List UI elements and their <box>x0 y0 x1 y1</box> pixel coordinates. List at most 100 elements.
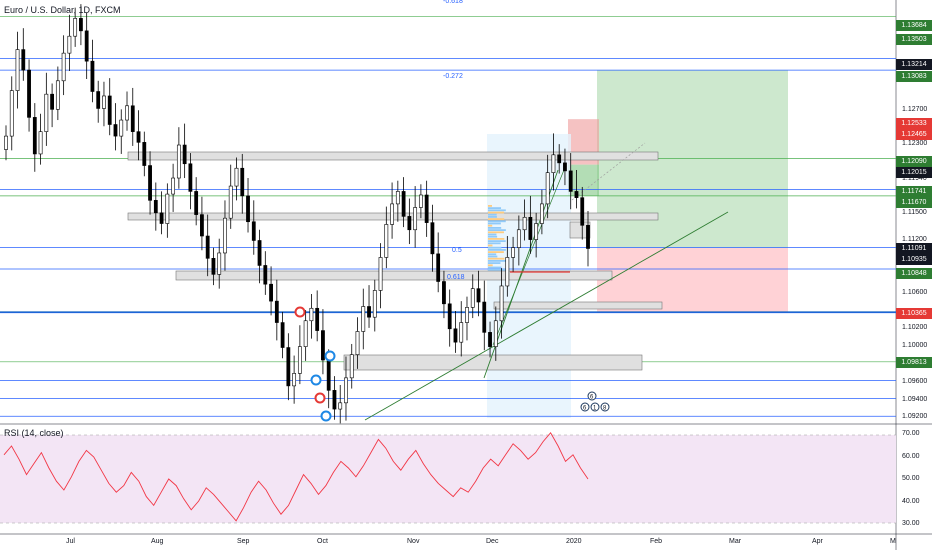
event-marker-icon <box>320 410 332 422</box>
volume-profile-bar <box>488 205 492 207</box>
candle-body <box>136 131 141 143</box>
candle-body <box>102 95 106 109</box>
candle-body <box>148 165 152 201</box>
month-label: Mar <box>729 538 742 545</box>
price-label: 1.13214 <box>896 59 932 70</box>
rsi-tick-label: 30.00 <box>902 520 920 527</box>
fib-label-half: 0.5 <box>452 247 462 254</box>
candle-body <box>372 290 377 318</box>
event-marker-icon <box>310 374 322 386</box>
price-label: 1.13684 <box>896 20 932 31</box>
candle-body <box>297 346 302 374</box>
zone-box <box>175 270 613 281</box>
candle-body <box>84 30 89 62</box>
candle-body <box>442 281 446 305</box>
fib-label-top: -0.618 <box>443 0 463 5</box>
rsi-line <box>3 432 589 522</box>
candle-body <box>505 257 510 287</box>
price-tick-label: 1.12700 <box>902 106 928 113</box>
candle-body <box>447 303 452 330</box>
price-label: 1.12533 <box>896 118 932 129</box>
candle-body <box>286 347 291 387</box>
news-badge-count: 1 <box>593 406 597 412</box>
candle-body <box>79 18 83 32</box>
volume-profile-bar <box>488 242 501 245</box>
candle-body <box>274 300 279 323</box>
candle-body <box>165 193 170 224</box>
price-label: 1.12090 <box>896 156 932 167</box>
candle-body <box>234 167 239 187</box>
news-badge-icon <box>590 402 600 412</box>
volume-profile-bar <box>488 268 506 271</box>
rsi-tick-label: 40.00 <box>902 497 920 505</box>
candle-body <box>280 322 285 348</box>
news-badge-count: 6 <box>583 406 587 412</box>
candle-body <box>182 144 187 165</box>
candle-body <box>424 194 429 223</box>
price-label: 1.13083 <box>896 71 932 82</box>
candle-body <box>545 172 550 205</box>
event-marker-icon <box>314 392 326 404</box>
candle-body <box>44 93 49 132</box>
candle-body <box>205 235 210 259</box>
rsi-band <box>0 435 896 523</box>
candle-body <box>27 69 31 118</box>
candle-body <box>159 212 164 224</box>
volume-profile-bar <box>488 220 506 223</box>
price-tick-label: 1.10600 <box>902 289 928 296</box>
trend-line <box>364 211 729 421</box>
candle-body <box>540 203 544 224</box>
price-label: 1.10935 <box>896 254 932 265</box>
trend-line <box>492 164 567 346</box>
volume-profile-bar <box>488 222 501 225</box>
target-zone-small <box>568 164 599 196</box>
event-marker-icon <box>294 306 306 318</box>
volume-profile-bar <box>488 231 504 234</box>
candle-body <box>38 131 43 155</box>
zone-box <box>569 221 591 239</box>
volume-profile-bar <box>488 218 505 220</box>
projection-line <box>571 142 646 201</box>
volume-profile-bar <box>488 253 497 256</box>
candle-body <box>384 224 389 258</box>
zone-box <box>343 354 643 371</box>
candle-body <box>488 332 492 347</box>
candle-body <box>522 216 527 231</box>
candle-body <box>401 191 406 217</box>
candle-body <box>482 301 487 333</box>
candle-body <box>125 105 129 121</box>
volume-profile-bar <box>488 209 506 212</box>
candle-body <box>574 191 579 198</box>
candle-body <box>55 80 60 110</box>
fib-label-ext: -0.272 <box>443 73 463 80</box>
month-label: M <box>890 538 896 545</box>
price-label: 1.11091 <box>896 243 932 254</box>
price-tick-label: 1.10200 <box>902 324 928 331</box>
candle-body <box>390 203 394 225</box>
volume-profile-bar <box>488 224 493 227</box>
candle-body <box>534 223 539 240</box>
volume-profile-bar <box>488 211 505 214</box>
price-tick-label: 1.12300 <box>902 140 928 147</box>
price-tick-label: 1.09400 <box>902 396 928 403</box>
candle-body <box>90 60 95 92</box>
candle-body <box>21 49 26 71</box>
volume-profile-bar <box>488 249 506 251</box>
candle-body <box>563 162 567 172</box>
candle-body <box>315 307 320 331</box>
candle-body <box>586 225 590 249</box>
news-badge-icon <box>580 402 590 412</box>
volume-profile-bar <box>488 213 497 216</box>
volume-profile-bar <box>488 233 497 236</box>
volume-profile-bar <box>488 264 493 267</box>
candle-body <box>200 214 204 237</box>
candle-body <box>511 247 515 258</box>
candle-body <box>338 402 343 410</box>
candle-body <box>188 163 193 192</box>
price-label: 1.13503 <box>896 34 932 45</box>
candle-body <box>332 390 337 410</box>
volume-profile-bar <box>488 227 502 229</box>
candle-body <box>107 95 112 125</box>
month-label: 2020 <box>566 538 582 545</box>
